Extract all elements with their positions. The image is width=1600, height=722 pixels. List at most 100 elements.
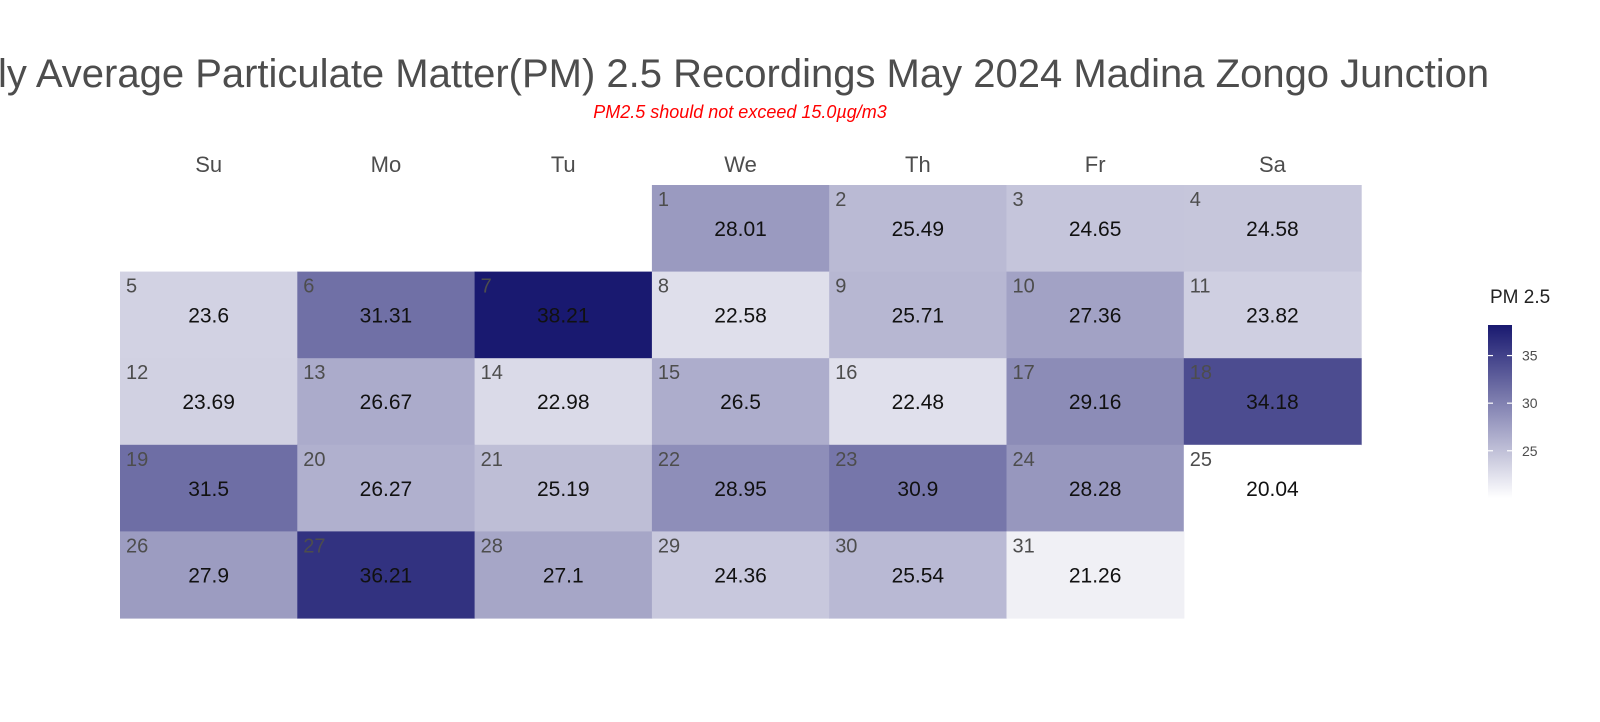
day-value-19: 31.5 xyxy=(188,478,229,501)
day-cell-9 xyxy=(829,271,1008,359)
day-value-16: 22.48 xyxy=(892,391,945,414)
day-cell-7 xyxy=(474,271,653,359)
legend-ticks: 25 30 35 xyxy=(1488,348,1538,459)
day-number-14: 14 xyxy=(481,362,503,384)
day-cell-31 xyxy=(1006,531,1185,619)
day-value-17: 29.16 xyxy=(1069,391,1122,414)
day-number-7: 7 xyxy=(481,276,492,298)
day-number-26: 26 xyxy=(126,535,148,557)
day-number-17: 17 xyxy=(1013,362,1035,384)
day-value-27: 36.21 xyxy=(360,564,413,587)
day-number-13: 13 xyxy=(303,362,325,384)
day-cell-1 xyxy=(651,185,830,273)
legend-tick-label-35: 35 xyxy=(1522,348,1538,364)
day-number-27: 27 xyxy=(303,535,325,557)
day-number-18: 18 xyxy=(1190,362,1212,384)
day-value-25: 20.04 xyxy=(1246,478,1299,501)
day-number-15: 15 xyxy=(658,362,680,384)
day-value-21: 25.19 xyxy=(537,478,590,501)
day-cell-2 xyxy=(829,185,1008,273)
day-value-6: 31.31 xyxy=(360,305,413,328)
day-number-23: 23 xyxy=(835,449,857,471)
day-value-30: 25.54 xyxy=(892,564,945,587)
legend-tick-label-25: 25 xyxy=(1522,443,1538,459)
day-cell-25 xyxy=(1183,444,1362,532)
day-value-1: 28.01 xyxy=(714,218,767,241)
day-cell-23 xyxy=(829,444,1008,532)
day-number-6: 6 xyxy=(303,276,314,298)
legend-bar-fill xyxy=(1488,325,1512,498)
legend-tick-label-30: 30 xyxy=(1522,395,1538,411)
day-cell-21 xyxy=(474,444,653,532)
day-value-5: 23.6 xyxy=(188,305,229,328)
day-number-30: 30 xyxy=(835,535,857,557)
day-value-12: 23.69 xyxy=(182,391,235,414)
chart-subtitle: PM2.5 should not exceed 15.0µg/m3 xyxy=(593,102,887,122)
day-number-5: 5 xyxy=(126,276,137,298)
weekday-label-mo: Mo xyxy=(371,152,402,177)
day-cell-28 xyxy=(474,531,653,619)
weekday-label-fr: Fr xyxy=(1085,152,1106,177)
day-value-13: 26.67 xyxy=(360,391,413,414)
weekday-label-su: Su xyxy=(195,152,222,177)
day-cell-8 xyxy=(651,271,830,359)
day-value-18: 34.18 xyxy=(1246,391,1299,414)
day-number-11: 11 xyxy=(1190,276,1211,298)
day-cell-6 xyxy=(297,271,476,359)
legend-colorbar xyxy=(1488,325,1512,498)
day-number-8: 8 xyxy=(658,276,669,298)
day-value-3: 24.65 xyxy=(1069,218,1122,241)
day-cell-18 xyxy=(1183,358,1362,446)
chart-title: Daily Average Particulate Matter(PM) 2.5… xyxy=(0,52,1490,96)
chart-title-container: Daily Average Particulate Matter(PM) 2.5… xyxy=(0,48,1600,100)
day-number-10: 10 xyxy=(1013,276,1035,298)
day-cell-4 xyxy=(1183,185,1362,273)
day-number-19: 19 xyxy=(126,449,148,471)
day-value-8: 22.58 xyxy=(714,305,767,328)
day-cell-24 xyxy=(1006,444,1185,532)
day-cell-17 xyxy=(1006,358,1185,446)
day-cell-22 xyxy=(651,444,830,532)
day-cell-20 xyxy=(297,444,476,532)
day-value-14: 22.98 xyxy=(537,391,590,414)
day-cell-29 xyxy=(651,531,830,619)
day-cell-5 xyxy=(120,271,298,359)
day-cell-13 xyxy=(297,358,476,446)
day-number-29: 29 xyxy=(658,535,680,557)
day-cell-27 xyxy=(297,531,476,619)
weekday-label-we: We xyxy=(724,152,757,177)
day-number-20: 20 xyxy=(303,449,325,471)
day-cell-19 xyxy=(120,444,298,532)
day-number-4: 4 xyxy=(1190,189,1201,211)
day-number-31: 31 xyxy=(1013,535,1035,557)
day-number-25: 25 xyxy=(1190,449,1212,471)
day-value-7: 38.21 xyxy=(537,305,590,328)
day-cell-11 xyxy=(1183,271,1362,359)
day-number-21: 21 xyxy=(481,449,503,471)
day-number-9: 9 xyxy=(835,276,846,298)
day-number-24: 24 xyxy=(1013,449,1035,471)
day-number-12: 12 xyxy=(126,362,148,384)
day-value-24: 28.28 xyxy=(1069,478,1122,501)
day-number-3: 3 xyxy=(1013,189,1024,211)
day-value-22: 28.95 xyxy=(714,478,767,501)
day-cell-30 xyxy=(829,531,1008,619)
day-value-15: 26.5 xyxy=(720,391,761,414)
day-cell-12 xyxy=(120,358,298,446)
day-value-9: 25.71 xyxy=(892,305,945,328)
day-number-2: 2 xyxy=(835,189,846,211)
day-value-26: 27.9 xyxy=(188,564,229,587)
day-number-16: 16 xyxy=(835,362,857,384)
calendar-heatmap: Su Mo Tu We Th Fr Sa 1 28.01 2 25.49 3 24.65 4 24.58 5 2… xyxy=(120,152,1362,619)
day-number-1: 1 xyxy=(658,189,669,211)
day-cell-3 xyxy=(1006,185,1185,273)
day-value-23: 30.9 xyxy=(897,478,938,501)
day-value-11: 23.82 xyxy=(1246,305,1299,328)
day-cell-10 xyxy=(1006,271,1185,359)
day-value-10: 27.36 xyxy=(1069,305,1122,328)
day-cell-26 xyxy=(120,531,298,619)
day-cell-15 xyxy=(651,358,830,446)
weekday-label-tu: Tu xyxy=(551,152,576,177)
day-value-2: 25.49 xyxy=(892,218,945,241)
weekday-label-th: Th xyxy=(905,152,931,177)
